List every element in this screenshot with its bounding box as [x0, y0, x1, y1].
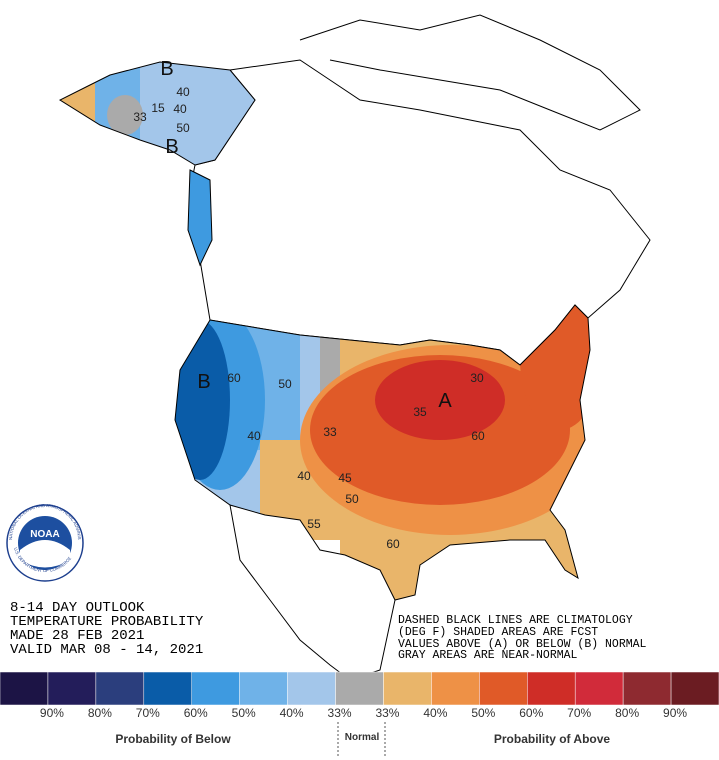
legend-swatch	[622, 671, 672, 706]
note-line: GRAY AREAS ARE NEAR-NORMAL	[398, 649, 578, 662]
notes: DASHED BLACK LINES ARE CLIMATOLOGY (DEG …	[398, 614, 647, 662]
mexico	[229, 504, 396, 681]
note-line: DASHED BLACK LINES ARE CLIMATOLOGY	[398, 614, 633, 627]
outlook-line: TEMPERATURE PROBABILITY	[10, 614, 204, 630]
legend-label: 90%	[40, 706, 64, 720]
map-label: 60	[386, 537, 400, 551]
legend-label: 33%	[328, 706, 352, 720]
outlook-text: 8-14 DAY OUTLOOK TEMPERATURE PROBABILITY…	[10, 600, 204, 658]
legend-swatch	[239, 671, 288, 706]
map-label: 15	[151, 101, 165, 115]
noaa-logo: NOAA NATIONAL OCEANIC AND ATMOSPHERIC AD…	[0, 0, 84, 582]
legend-label: 60%	[184, 706, 208, 720]
legend-swatch	[95, 671, 145, 706]
legend-swatch	[287, 671, 336, 706]
legend-swatch	[670, 671, 719, 706]
alaska-outline	[58, 61, 256, 166]
map-label: 50	[176, 121, 190, 135]
legend-swatch	[335, 671, 384, 706]
legend-swatch	[431, 671, 480, 706]
legend-swatch	[527, 671, 576, 706]
map-label: 33	[133, 110, 147, 124]
map-labels: B 40 15 40 50 33 B B 60 50 40 33 40 45 5…	[133, 58, 485, 551]
map-label: A	[438, 390, 452, 412]
note-line: VALUES ABOVE (A) OR BELOW (B) NORMAL	[398, 638, 647, 651]
map-label: 60	[471, 429, 485, 443]
legend-swatch	[47, 671, 97, 706]
legend-label: 33%	[375, 706, 399, 720]
legend-swatch	[143, 671, 192, 706]
map-label: 35	[413, 405, 427, 419]
legend-swatch	[191, 671, 240, 706]
map-label: B	[165, 136, 178, 158]
map-label: 40	[297, 469, 311, 483]
panhandle	[187, 169, 213, 267]
logo-top: NATIONAL OCEANIC AND ATMOSPHERIC ADMINIS…	[0, 0, 82, 540]
outlook-line: MADE 28 FEB 2021	[10, 628, 144, 644]
legend-swatch	[574, 671, 624, 706]
map-label: 50	[278, 377, 292, 391]
legend-swatch	[383, 671, 432, 706]
map-label: 30	[470, 371, 484, 385]
legend-swatch	[479, 671, 528, 706]
conus-shading	[175, 305, 590, 600]
map-label: 33	[323, 425, 337, 439]
legend-group: Probability of Below	[115, 732, 231, 746]
map-label: 60	[227, 371, 241, 385]
map-label: 40	[247, 429, 261, 443]
conus-outline	[174, 304, 591, 601]
legend-label: 50%	[471, 706, 495, 720]
legend-label: 70%	[567, 706, 591, 720]
legend-label: 40%	[280, 706, 304, 720]
map-label: 50	[345, 492, 359, 506]
legend-group: Normal	[345, 732, 380, 743]
note-line: (DEG F) SHADED AREAS ARE FCST	[398, 626, 598, 639]
logo-ring-text: NATIONAL OCEANIC AND ATMOSPHERIC ADMINIS…	[0, 0, 82, 540]
outlook-line: VALID MAR 08 - 14, 2021	[10, 642, 203, 658]
legend-label: 90%	[663, 706, 687, 720]
map-label: B	[160, 58, 173, 80]
arctic-islands	[299, 14, 641, 131]
legend-label: 70%	[136, 706, 160, 720]
legend-swatch	[0, 671, 49, 706]
outlook-line: 8-14 DAY OUTLOOK	[10, 600, 145, 616]
legend-label: 40%	[423, 706, 447, 720]
legend-label: 50%	[232, 706, 256, 720]
logo-name: NOAA	[30, 529, 59, 540]
legend-label: 80%	[88, 706, 112, 720]
legend-group: Probability of Above	[494, 732, 611, 746]
map-label: 45	[338, 471, 352, 485]
legend: 90% 80% 70% 60% 50% 40% 33% 33% 40% 50% 60% 70% 80% 9…	[0, 671, 719, 720]
legend-label: 60%	[519, 706, 543, 720]
map-label: 40	[176, 85, 190, 99]
map-label: 55	[307, 517, 321, 531]
map-label: 40	[173, 102, 187, 116]
legend-label: 80%	[615, 706, 639, 720]
map-label: B	[197, 371, 210, 393]
